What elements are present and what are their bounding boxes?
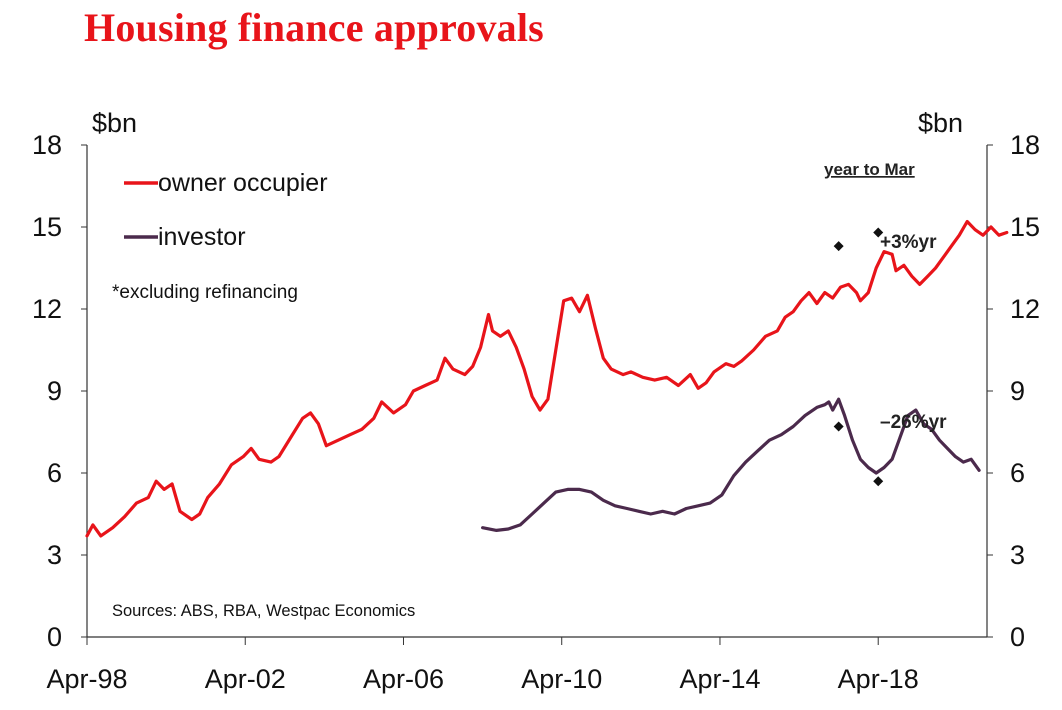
y-left-unit-label: $bn <box>92 108 137 138</box>
x-axis: Apr-98 Apr-02 Apr-06 Apr-10 Apr-14 Apr-18 <box>46 637 919 694</box>
source-note: Sources: ABS, RBA, Westpac Economics <box>112 602 415 620</box>
y-left-tick-label: 0 <box>47 622 62 652</box>
series-marker-investor <box>833 421 844 432</box>
x-tick-label: Apr-14 <box>679 664 760 694</box>
y-right-tick-label: 18 <box>1010 130 1040 160</box>
x-tick-label: Apr-06 <box>363 664 444 694</box>
series-marker-investor <box>873 476 884 487</box>
y-right-unit-label: $bn <box>918 108 963 138</box>
chart-note: *excluding refinancing <box>112 282 298 303</box>
y-right-tick-label: 6 <box>1010 458 1025 488</box>
y-left-tick-label: 18 <box>32 130 62 160</box>
y-left-tick-label: 6 <box>47 458 62 488</box>
series-marker-owner-occupier <box>873 227 884 238</box>
x-tick-label: Apr-18 <box>838 664 919 694</box>
x-tick-label: Apr-10 <box>521 664 602 694</box>
y-left-tick-label: 3 <box>47 540 62 570</box>
series-marker-owner-occupier <box>833 241 844 252</box>
y-right-tick-label: 12 <box>1010 294 1040 324</box>
y-right-tick-label: 3 <box>1010 540 1025 570</box>
axes <box>86 145 988 638</box>
series-layer <box>85 219 1009 538</box>
x-tick-label: Apr-02 <box>205 664 286 694</box>
right-axis: 0 3 6 9 12 15 18 <box>987 130 1040 652</box>
series-line-owner-occupier <box>85 219 1009 538</box>
chart-title: Housing finance approvals <box>84 5 544 50</box>
legend-investor-label: investor <box>158 223 246 251</box>
y-left-tick-label: 9 <box>47 376 62 406</box>
y-right-tick-label: 0 <box>1010 622 1025 652</box>
legend-owner-occupier-label: owner occupier <box>158 169 328 197</box>
owner-occupier-annotation: +3%yr <box>880 232 937 253</box>
period-label: year to Mar <box>824 160 915 179</box>
y-left-tick-label: 15 <box>32 212 62 242</box>
y-left-tick-label: 12 <box>32 294 62 324</box>
left-axis: 0 3 6 9 12 15 18 <box>32 130 87 652</box>
x-tick-label: Apr-98 <box>46 664 127 694</box>
series-line-investor <box>481 397 981 532</box>
y-right-tick-label: 9 <box>1010 376 1025 406</box>
investor-annotation: –26%yr <box>880 412 947 433</box>
y-right-tick-label: 15 <box>1010 212 1040 242</box>
